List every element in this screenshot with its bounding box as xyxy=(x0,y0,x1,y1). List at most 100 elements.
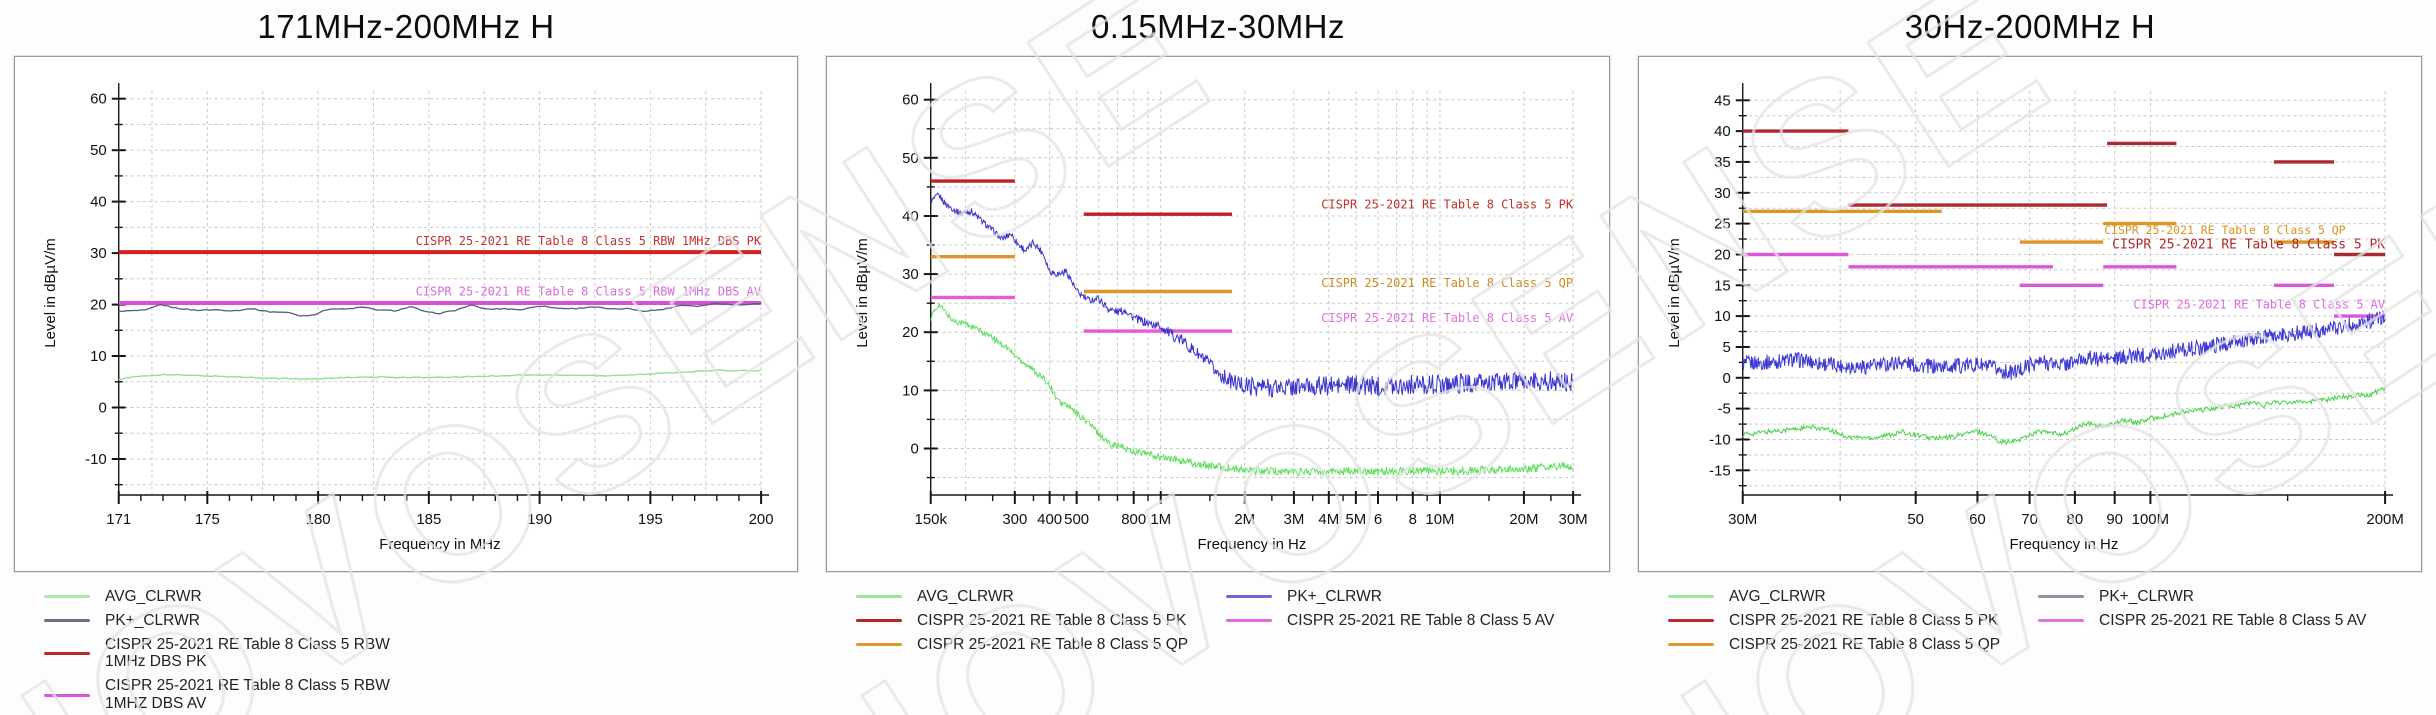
legend-label: CISPR 25-2021 RE Table 8 Class 5 QP xyxy=(1729,635,2001,653)
legend-swatch xyxy=(1668,595,1714,599)
legend-item: CISPR 25-2021 RE Table 8 Class 5 AV xyxy=(1226,612,1554,630)
svg-text:15: 15 xyxy=(1714,277,1731,294)
svg-text:10M: 10M xyxy=(1425,511,1454,528)
svg-text:60: 60 xyxy=(90,91,107,108)
legend-label: CISPR 25-2021 RE Table 8 Class 5 QP xyxy=(917,635,1189,653)
chart-title: 0.15MHz-30MHz xyxy=(1090,8,1346,45)
svg-text:20M: 20M xyxy=(1509,511,1538,528)
chart-panel: 60 50 40 30 20 10 0 150k 300 400 500 800 1M 2M 3M 4M 5M 6… xyxy=(825,55,1611,573)
svg-text:CISPR 25-2021 RE Table 8 Class: CISPR 25-2021 RE Table 8 Class 5 RBW 1MH… xyxy=(416,284,761,298)
svg-text:CISPR 25-2021 RE Table 8 Class: CISPR 25-2021 RE Table 8 Class 5 QP xyxy=(1321,276,1573,290)
svg-text:0: 0 xyxy=(1722,370,1730,387)
svg-text:CISPR 25-2021 RE Table 8 Class: CISPR 25-2021 RE Table 8 Class 5 PK xyxy=(1321,197,1574,211)
legend-swatch xyxy=(44,651,90,655)
svg-text:Frequency in Hz: Frequency in Hz xyxy=(1197,536,1306,553)
legend-swatch xyxy=(856,619,902,623)
svg-text:Level in dBµV/m: Level in dBµV/m xyxy=(42,238,59,347)
svg-text:150k: 150k xyxy=(915,511,948,528)
legend-item: AVG_CLRWR xyxy=(856,588,1226,606)
chart-legend: AVG_CLRWR CISPR 25-2021 RE Table 8 Class … xyxy=(1624,572,2436,653)
svg-text:10: 10 xyxy=(902,382,919,399)
legend-label: AVG_CLRWR xyxy=(105,588,202,605)
legend-swatch xyxy=(856,643,902,647)
svg-text:Frequency in MHz: Frequency in MHz xyxy=(379,536,500,553)
svg-text:20: 20 xyxy=(90,297,107,314)
legend-item: CISPR 25-2021 RE Table 8 Class 5 PK xyxy=(1668,612,2038,630)
legend-swatch xyxy=(1226,619,1272,623)
legend-label: AVG_CLRWR xyxy=(1729,588,1826,605)
legend-item: CISPR 25-2021 RE Table 8 Class 5 RBW 1MH… xyxy=(44,677,414,713)
legend-column: PK+_CLRWR CISPR 25-2021 RE Table 8 Class … xyxy=(1226,588,1554,653)
svg-text:6: 6 xyxy=(1374,511,1382,528)
chart-panel: 60 50 40 30 20 10 0 -10 171 175 180 185 190 195 200 Fre… xyxy=(13,55,799,573)
svg-text:50: 50 xyxy=(1907,511,1924,528)
legend-label: PK+_CLRWR xyxy=(2099,588,2194,605)
legend-label: CISPR 25-2021 RE Table 8 Class 5 AV xyxy=(2099,611,2367,629)
svg-text:175: 175 xyxy=(195,511,220,528)
plot-svg: 60 50 40 30 20 10 0 150k 300 400 500 800 1M 2M 3M 4M 5M 6… xyxy=(854,83,1588,553)
chart-block-171mhz-200mhz: 171MHz-200MHz H 60 50 40 30 20 10 0 -10 171 175 18… xyxy=(0,0,812,713)
legend-swatch xyxy=(1668,619,1714,623)
svg-text:Level in dBµV/m: Level in dBµV/m xyxy=(854,238,871,347)
legend-swatch xyxy=(2038,619,2084,623)
svg-text:800: 800 xyxy=(1121,511,1146,528)
svg-text:60: 60 xyxy=(902,92,919,109)
svg-text:80: 80 xyxy=(2067,511,2084,528)
svg-text:70: 70 xyxy=(2021,511,2038,528)
svg-text:30: 30 xyxy=(1714,185,1731,202)
legend-label: CISPR 25-2021 RE Table 8 Class 5 PK xyxy=(917,611,1187,629)
legend-swatch xyxy=(44,619,90,623)
chart-panel: 45 40 35 30 25 20 15 10 5 0 -5 -10 -15 30M 50 60 70 80 90 1… xyxy=(1637,55,2423,573)
legend-swatch xyxy=(44,595,90,599)
svg-text:10: 10 xyxy=(90,348,107,365)
svg-text:4M: 4M xyxy=(1318,511,1339,528)
svg-text:195: 195 xyxy=(638,511,663,528)
svg-text:CISPR 25-2021 RE Table 8 Class: CISPR 25-2021 RE Table 8 Class 5 RBW 1MH… xyxy=(416,234,762,248)
legend-swatch xyxy=(1668,643,1714,647)
legend-item: PK+_CLRWR xyxy=(1226,588,1554,606)
svg-text:Frequency in Hz: Frequency in Hz xyxy=(2009,536,2118,553)
svg-text:500: 500 xyxy=(1064,511,1089,528)
svg-text:40: 40 xyxy=(902,208,919,225)
svg-text:50: 50 xyxy=(90,142,107,159)
legend-item: PK+_CLRWR xyxy=(2038,588,2366,606)
chart-block-0p15mhz-30mhz: 0.15MHz-30MHz 60 50 40 30 20 10 0 150k 300 400 500… xyxy=(812,0,1624,713)
legend-column: AVG_CLRWR CISPR 25-2021 RE Table 8 Class … xyxy=(1668,588,2038,653)
legend-item: CISPR 25-2021 RE Table 8 Class 5 QP xyxy=(1668,636,2038,654)
svg-text:20: 20 xyxy=(902,324,919,341)
chart-title: 171MHz-200MHz H xyxy=(257,8,555,45)
legend-label: CISPR 25-2021 RE Table 8 Class 5 PK xyxy=(1729,611,1999,629)
svg-text:30: 30 xyxy=(902,266,919,283)
chart-legend: AVG_CLRWR CISPR 25-2021 RE Table 8 Class … xyxy=(812,572,1624,653)
svg-text:5: 5 xyxy=(1722,339,1730,356)
svg-text:45: 45 xyxy=(1714,92,1731,109)
svg-text:8: 8 xyxy=(1409,511,1417,528)
legend-column: AVG_CLRWR PK+_CLRWR CISPR 25-2021 RE Table… xyxy=(44,588,414,713)
svg-text:30M: 30M xyxy=(1728,511,1757,528)
svg-text:5M: 5M xyxy=(1345,511,1366,528)
legend-item: AVG_CLRWR xyxy=(44,588,414,606)
legend-label: CISPR 25-2021 RE Table 8 Class 5 RBW 1MH… xyxy=(105,635,390,671)
svg-text:2M: 2M xyxy=(1234,511,1255,528)
svg-text:0: 0 xyxy=(910,440,918,457)
svg-text:-10: -10 xyxy=(85,451,107,468)
legend-swatch xyxy=(44,693,90,697)
svg-text:1M: 1M xyxy=(1150,511,1171,528)
svg-text:-10: -10 xyxy=(1709,431,1731,448)
svg-text:CISPR 25-2021 RE Table 8 Class: CISPR 25-2021 RE Table 8 Class 5 PK xyxy=(2112,237,2385,252)
legend-swatch xyxy=(1226,595,1272,599)
legend-item: CISPR 25-2021 RE Table 8 Class 5 QP xyxy=(856,636,1226,654)
svg-text:-15: -15 xyxy=(1709,462,1731,479)
legend-item: AVG_CLRWR xyxy=(1668,588,2038,606)
svg-text:40: 40 xyxy=(1714,123,1731,140)
plot-svg: 60 50 40 30 20 10 0 -10 171 175 180 185 190 195 200 Fre… xyxy=(42,83,774,553)
chart-title: 30Hz-200MHz H xyxy=(1904,8,2156,45)
svg-text:300: 300 xyxy=(1002,511,1027,528)
svg-text:CISPR 25-2021 RE Table 8 Class: CISPR 25-2021 RE Table 8 Class 5 AV xyxy=(2133,298,2385,312)
legend-label: CISPR 25-2021 RE Table 8 Class 5 RBW 1MH… xyxy=(105,677,390,713)
legend-column: AVG_CLRWR CISPR 25-2021 RE Table 8 Class … xyxy=(856,588,1226,653)
svg-text:50: 50 xyxy=(902,150,919,167)
svg-text:25: 25 xyxy=(1714,216,1731,233)
